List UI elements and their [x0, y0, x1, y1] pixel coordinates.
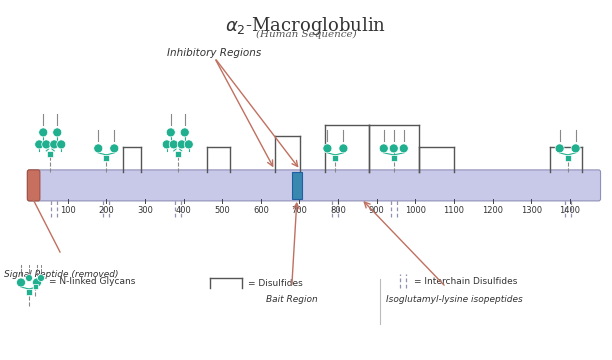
Text: $\alpha_2$-Macroglobulin: $\alpha_2$-Macroglobulin — [225, 15, 387, 37]
Circle shape — [323, 144, 332, 153]
FancyBboxPatch shape — [28, 170, 600, 201]
Text: 1200: 1200 — [482, 206, 503, 215]
Circle shape — [94, 144, 103, 153]
Text: 700: 700 — [291, 206, 307, 215]
Bar — [292, 172, 302, 199]
Text: 1000: 1000 — [405, 206, 426, 215]
Text: 1400: 1400 — [559, 206, 580, 215]
Circle shape — [53, 128, 62, 137]
Text: 100: 100 — [60, 206, 75, 215]
Circle shape — [181, 128, 189, 137]
Circle shape — [110, 144, 119, 153]
Circle shape — [50, 140, 59, 149]
Bar — [390, 155, 397, 161]
Circle shape — [26, 274, 32, 282]
Circle shape — [57, 140, 65, 149]
Text: Signal Peptide (removed): Signal Peptide (removed) — [4, 270, 119, 279]
Bar — [103, 155, 110, 161]
Circle shape — [184, 140, 193, 149]
Circle shape — [166, 128, 175, 137]
Text: Bait Region: Bait Region — [266, 295, 318, 304]
Text: 900: 900 — [369, 206, 384, 215]
Text: 300: 300 — [137, 206, 153, 215]
Circle shape — [571, 144, 580, 153]
Bar — [565, 155, 570, 161]
Circle shape — [162, 140, 171, 149]
Text: = Interchain Disulfides: = Interchain Disulfides — [414, 276, 517, 285]
Circle shape — [17, 278, 26, 287]
Bar — [47, 151, 53, 157]
Bar — [175, 151, 181, 157]
Circle shape — [389, 144, 398, 153]
Circle shape — [42, 140, 51, 149]
Text: 1100: 1100 — [444, 206, 465, 215]
Text: 500: 500 — [214, 206, 230, 215]
Circle shape — [35, 140, 43, 149]
Text: Inhibitory Regions: Inhibitory Regions — [167, 48, 261, 58]
Circle shape — [555, 144, 564, 153]
Text: 1300: 1300 — [521, 206, 542, 215]
Circle shape — [177, 140, 186, 149]
Bar — [32, 284, 37, 288]
FancyBboxPatch shape — [28, 170, 40, 201]
Text: = Disulfides: = Disulfides — [248, 279, 303, 288]
Text: (Human Sequence): (Human Sequence) — [256, 30, 356, 39]
Circle shape — [37, 274, 45, 282]
Circle shape — [32, 278, 42, 287]
Text: Isoglutamyl-lysine isopeptides: Isoglutamyl-lysine isopeptides — [386, 295, 523, 304]
Circle shape — [339, 144, 348, 153]
Circle shape — [39, 128, 48, 137]
Circle shape — [379, 144, 388, 153]
Circle shape — [399, 144, 408, 153]
Text: 400: 400 — [176, 206, 192, 215]
Circle shape — [170, 140, 178, 149]
Text: = N-linked Glycans: = N-linked Glycans — [49, 278, 135, 287]
Bar — [332, 155, 338, 161]
Text: 800: 800 — [330, 206, 346, 215]
Text: 200: 200 — [99, 206, 114, 215]
Text: 600: 600 — [253, 206, 269, 215]
Bar — [26, 289, 32, 295]
